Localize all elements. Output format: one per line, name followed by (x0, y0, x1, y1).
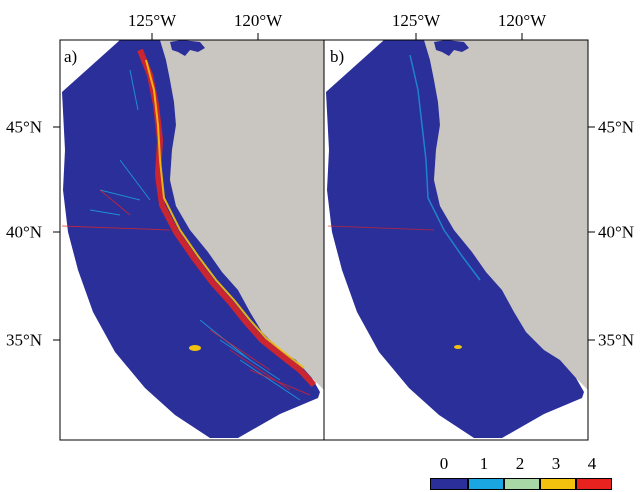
right-label-40n: 40°N (598, 222, 635, 242)
panel-b-inlet (434, 40, 469, 56)
top-label-120w-b: 120°W (497, 11, 547, 30)
panel-b-red-line (327, 225, 435, 231)
panel-b-yellow-patch (454, 345, 462, 349)
panel-b-land (424, 40, 588, 390)
legend-swatch-4 (576, 478, 612, 490)
panel-a-ocean (62, 40, 320, 438)
right-label-35n: 35°N (598, 330, 635, 350)
panel-a-offshore-streaks-red (61, 189, 311, 396)
legend-swatch-1 (468, 478, 504, 490)
legend-value-0: 0 (439, 454, 449, 473)
top-label-120w-a: 120°W (233, 11, 283, 30)
legend-swatch-0 (430, 478, 468, 490)
tick-marks (53, 33, 595, 341)
left-label-35n: 35°N (6, 330, 43, 350)
panel-a-inlet (170, 40, 205, 56)
top-label-125w-b: 125°W (391, 11, 441, 30)
panel-b (323, 39, 589, 441)
left-label-40n: 40°N (6, 222, 43, 242)
legend-value-4: 4 (587, 454, 597, 473)
panel-label-a: a) (64, 47, 78, 66)
panel-a-yellow-patch (189, 345, 201, 351)
top-label-125w-a: 125°W (127, 11, 177, 30)
legend-swatch-2 (504, 478, 540, 490)
legend-value-2: 2 (515, 454, 525, 473)
panel-b-frame (323, 39, 589, 441)
panel-b-ocean (326, 40, 584, 438)
panel-b-coastal-streaks (409, 54, 481, 281)
right-label-45n: 45°N (598, 117, 635, 137)
legend-value-3: 3 (551, 454, 561, 473)
panel-a-coastal-band-inner (145, 59, 305, 369)
panel-a-land (160, 40, 324, 390)
legend-swatch-3 (540, 478, 576, 490)
legend-value-1: 1 (479, 454, 489, 473)
left-label-45n: 45°N (6, 117, 43, 137)
panel-a (59, 39, 325, 441)
panel-label-b: b) (330, 47, 345, 66)
